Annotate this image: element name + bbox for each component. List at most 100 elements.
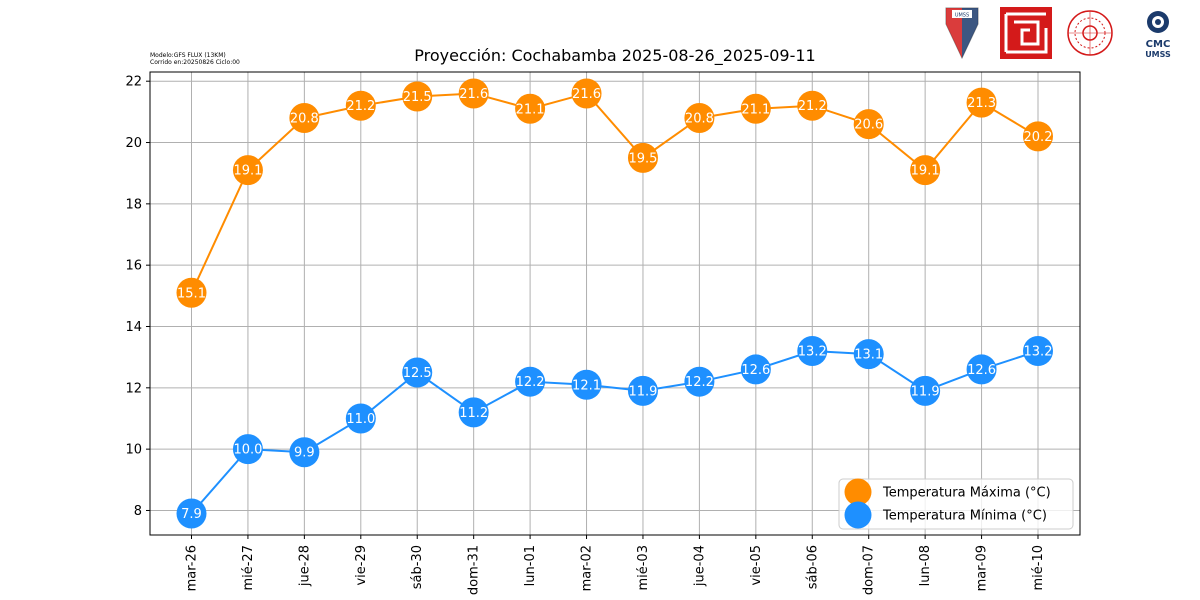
data-label-max: 19.1 bbox=[911, 164, 940, 179]
data-point-min bbox=[684, 366, 715, 397]
cmc-umss-logo-text: UMSS bbox=[1145, 50, 1171, 59]
data-point-max bbox=[910, 155, 941, 186]
data-point-min bbox=[853, 339, 884, 370]
x-tick-label: dom-31 bbox=[467, 545, 482, 595]
data-point-max bbox=[345, 90, 376, 121]
x-tick-label: lun-01 bbox=[523, 545, 538, 586]
data-point-max bbox=[853, 109, 884, 140]
data-label-max: 20.6 bbox=[854, 118, 883, 133]
data-point-max bbox=[1023, 121, 1053, 152]
data-label-max: 21.5 bbox=[403, 90, 432, 105]
series-line-min bbox=[190, 350, 1039, 515]
legend-marker-min bbox=[844, 501, 872, 529]
y-tick-label: 22 bbox=[125, 75, 142, 90]
y-tick-label: 8 bbox=[134, 504, 142, 519]
y-tick-label: 12 bbox=[125, 381, 142, 396]
legend-label-max: Temperatura Máxima (°C) bbox=[882, 486, 1051, 501]
data-label-max: 21.1 bbox=[516, 102, 545, 117]
data-point-max bbox=[515, 93, 546, 124]
data-point-min bbox=[627, 375, 658, 406]
x-tick-label: vie-05 bbox=[749, 545, 764, 586]
data-label-max: 20.8 bbox=[685, 111, 714, 126]
data-point-min bbox=[515, 366, 546, 397]
umss-shield-logo: UMSS bbox=[945, 7, 979, 60]
data-point-min bbox=[571, 369, 602, 400]
data-point-min bbox=[345, 403, 376, 434]
data-label-min: 9.9 bbox=[294, 446, 315, 461]
data-label-min: 12.6 bbox=[741, 363, 770, 378]
data-point-max bbox=[402, 81, 433, 112]
data-label-max: 21.1 bbox=[741, 102, 770, 117]
data-label-min: 11.2 bbox=[459, 406, 488, 421]
data-label-max: 19.5 bbox=[628, 151, 657, 166]
data-label-max: 21.6 bbox=[459, 87, 488, 102]
data-point-min bbox=[740, 354, 771, 385]
x-tick-label: vie-29 bbox=[354, 545, 369, 586]
run-line: Corrido en:20250826 Ciclo:00 bbox=[150, 59, 240, 66]
data-label-max: 21.3 bbox=[967, 96, 996, 111]
legend-label-min: Temperatura Mínima (°C) bbox=[882, 509, 1047, 524]
seal-logo bbox=[1067, 10, 1113, 56]
data-label-max: 19.1 bbox=[233, 164, 262, 179]
x-tick-label: mié-10 bbox=[1031, 545, 1046, 591]
data-point-min bbox=[458, 397, 489, 428]
data-point-min bbox=[402, 357, 433, 388]
plot-frame bbox=[149, 71, 1081, 536]
data-point-max bbox=[289, 102, 320, 133]
data-point-max bbox=[684, 102, 715, 133]
data-label-min: 13.2 bbox=[798, 345, 827, 360]
data-label-max: 21.2 bbox=[798, 99, 827, 114]
grid bbox=[150, 72, 1080, 535]
data-label-max: 15.1 bbox=[177, 286, 206, 301]
data-label-min: 7.9 bbox=[181, 507, 202, 522]
x-tick-label: mar-26 bbox=[185, 545, 200, 591]
data-point-min bbox=[797, 336, 828, 367]
data-point-max bbox=[740, 93, 771, 124]
x-tick-label: mié-27 bbox=[241, 545, 256, 591]
x-tick-label: sáb-06 bbox=[805, 545, 820, 589]
data-label-min: 11.0 bbox=[346, 412, 375, 427]
y-tick-label: 16 bbox=[125, 259, 142, 274]
x-tick-label: mar-02 bbox=[580, 545, 595, 591]
data-label-max: 20.8 bbox=[290, 111, 319, 126]
data-label-min: 12.1 bbox=[572, 378, 601, 393]
data-label-min: 12.5 bbox=[403, 366, 432, 381]
x-tick-label: dom-07 bbox=[862, 545, 877, 595]
x-tick-label: jue-28 bbox=[297, 545, 312, 587]
data-label-min: 12.2 bbox=[685, 375, 714, 390]
data-point-max bbox=[797, 90, 828, 121]
legend: Temperatura Máxima (°C) Temperatura Mínim… bbox=[838, 478, 1074, 530]
data-point-max bbox=[627, 142, 658, 173]
x-tick-label: mar-09 bbox=[975, 545, 990, 591]
model-line: Modelo:GFS FLUX (13KM) bbox=[150, 52, 226, 59]
data-point-min bbox=[910, 375, 941, 406]
data-label-min: 13.1 bbox=[854, 348, 883, 363]
data-point-max bbox=[458, 78, 489, 109]
data-label-max: 21.6 bbox=[572, 87, 601, 102]
data-point-min bbox=[966, 354, 997, 385]
data-label-min: 11.9 bbox=[911, 384, 940, 399]
run-info: Modelo:GFS FLUX (13KM) Corrido en:202508… bbox=[150, 52, 240, 66]
x-tick-label: mié-03 bbox=[636, 545, 651, 591]
y-tick-label: 20 bbox=[125, 136, 142, 151]
cmc-logo-text: CMC bbox=[1146, 39, 1171, 50]
logos-strip: UMSS CMC UMSS bbox=[945, 7, 1171, 60]
data-label-min: 11.9 bbox=[628, 384, 657, 399]
axes: mar-26 mié-27 jue-28 vie-29 sáb-30 dom-31 lun-… bbox=[125, 75, 1046, 595]
data-label-min: 13.2 bbox=[1024, 345, 1053, 360]
data-label-max: 20.2 bbox=[1024, 130, 1053, 145]
data-label-min: 12.6 bbox=[967, 363, 996, 378]
x-tick-label: lun-08 bbox=[918, 545, 933, 586]
y-tick-label: 18 bbox=[125, 197, 142, 212]
series: 15.1 19.1 20.8 21.2 21.5 21.6 21.1 21.6 19.5 20.8… bbox=[176, 78, 1053, 529]
y-tick-label: 14 bbox=[125, 320, 142, 335]
y-tick-label: 10 bbox=[125, 443, 142, 458]
data-point-min bbox=[1023, 336, 1053, 367]
legend-box bbox=[838, 478, 1074, 530]
umss-logo-text: UMSS bbox=[955, 13, 969, 19]
cmc-umss-logo: CMC UMSS bbox=[1145, 11, 1171, 59]
data-label-min: 10.0 bbox=[233, 443, 262, 458]
red-maze-logo bbox=[1000, 7, 1052, 59]
data-point-min bbox=[232, 434, 263, 465]
